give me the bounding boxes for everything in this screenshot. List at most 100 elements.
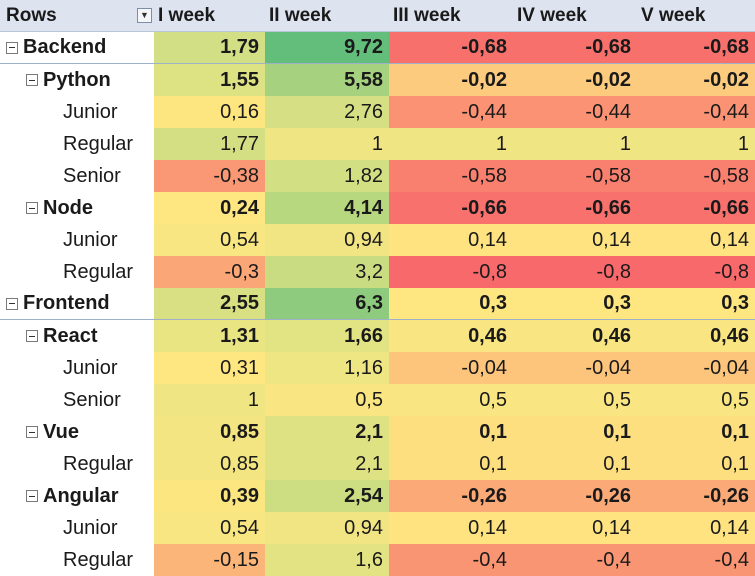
value-cell[interactable]: -0,04 [513,352,637,384]
value-cell[interactable]: 2,55 [154,288,265,319]
row-label-cell[interactable]: Junior [0,96,154,128]
value-cell[interactable]: 3,2 [265,256,389,288]
value-cell[interactable]: 1,55 [154,64,265,96]
value-cell[interactable]: 0,39 [154,480,265,512]
collapse-minus-icon[interactable] [6,41,18,54]
value-cell[interactable]: -0,26 [637,480,755,512]
collapse-minus-icon[interactable] [6,297,18,310]
value-cell[interactable]: 0,1 [513,416,637,448]
dropdown-arrow-icon[interactable]: ▼ [137,8,152,23]
value-cell[interactable]: 0,14 [513,224,637,256]
value-cell[interactable]: 0,14 [637,224,755,256]
column-header-week-2[interactable]: II week [269,4,332,26]
value-cell[interactable]: -0,68 [637,32,755,63]
value-cell[interactable]: 0,14 [513,512,637,544]
value-cell[interactable]: -0,02 [637,64,755,96]
value-cell[interactable]: 0,1 [389,416,513,448]
value-cell[interactable]: 1 [513,128,637,160]
value-cell[interactable]: 1,6 [265,544,389,576]
row-label-cell[interactable]: Vue [0,416,154,448]
row-label-cell[interactable]: Junior [0,512,154,544]
value-cell[interactable]: -0,8 [389,256,513,288]
column-header-week-4[interactable]: IV week [517,4,587,26]
value-cell[interactable]: 1,66 [265,320,389,352]
row-label-cell[interactable]: Senior [0,384,154,416]
value-cell[interactable]: 0,31 [154,352,265,384]
value-cell[interactable]: -0,26 [513,480,637,512]
column-header-week-1[interactable]: I week [158,4,216,26]
value-cell[interactable]: -0,38 [154,160,265,192]
value-cell[interactable]: 5,58 [265,64,389,96]
value-cell[interactable]: 0,85 [154,416,265,448]
value-cell[interactable]: 1 [154,384,265,416]
value-cell[interactable]: -0,68 [389,32,513,63]
row-label-cell[interactable]: Regular [0,448,154,480]
row-label-cell[interactable]: Python [0,64,154,96]
value-cell[interactable]: 1,82 [265,160,389,192]
row-label-cell[interactable]: Angular [0,480,154,512]
value-cell[interactable]: -0,4 [513,544,637,576]
value-cell[interactable]: 0,5 [637,384,755,416]
value-cell[interactable]: -0,8 [513,256,637,288]
value-cell[interactable]: 0,5 [265,384,389,416]
value-cell[interactable]: 0,5 [513,384,637,416]
value-cell[interactable]: 6,3 [265,288,389,319]
value-cell[interactable]: 2,76 [265,96,389,128]
value-cell[interactable]: 1,31 [154,320,265,352]
value-cell[interactable]: -0,8 [637,256,755,288]
value-cell[interactable]: 0,3 [513,288,637,319]
value-cell[interactable]: 0,85 [154,448,265,480]
value-cell[interactable]: 0,1 [637,416,755,448]
value-cell[interactable]: 0,14 [389,224,513,256]
value-cell[interactable]: 1 [265,128,389,160]
value-cell[interactable]: 0,14 [389,512,513,544]
value-cell[interactable]: -0,3 [154,256,265,288]
value-cell[interactable]: 9,72 [265,32,389,63]
value-cell[interactable]: 1,77 [154,128,265,160]
value-cell[interactable]: -0,44 [389,96,513,128]
value-cell[interactable]: -0,66 [637,192,755,224]
value-cell[interactable]: 2,54 [265,480,389,512]
collapse-minus-icon[interactable] [26,74,38,86]
value-cell[interactable]: 0,14 [637,512,755,544]
value-cell[interactable]: 0,1 [513,448,637,480]
value-cell[interactable]: 0,54 [154,512,265,544]
value-cell[interactable]: -0,02 [389,64,513,96]
value-cell[interactable]: 0,1 [389,448,513,480]
collapse-minus-icon[interactable] [26,330,38,342]
row-label-cell[interactable]: Regular [0,256,154,288]
value-cell[interactable]: 0,54 [154,224,265,256]
value-cell[interactable]: -0,66 [389,192,513,224]
value-cell[interactable]: 1 [389,128,513,160]
collapse-minus-icon[interactable] [26,490,38,502]
row-label-cell[interactable]: Frontend [0,288,154,319]
value-cell[interactable]: 0,46 [637,320,755,352]
row-label-cell[interactable]: React [0,320,154,352]
value-cell[interactable]: -0,15 [154,544,265,576]
collapse-minus-icon[interactable] [26,202,38,214]
value-cell[interactable]: -0,4 [637,544,755,576]
value-cell[interactable]: 1 [637,128,755,160]
row-label-cell[interactable]: Regular [0,128,154,160]
value-cell[interactable]: 0,16 [154,96,265,128]
row-label-cell[interactable]: Regular [0,544,154,576]
value-cell[interactable]: 0,94 [265,512,389,544]
value-cell[interactable]: 4,14 [265,192,389,224]
row-label-cell[interactable]: Node [0,192,154,224]
column-header-week-5[interactable]: V week [641,4,706,26]
value-cell[interactable]: -0,4 [389,544,513,576]
row-label-cell[interactable]: Junior [0,224,154,256]
value-cell[interactable]: 0,3 [637,288,755,319]
value-cell[interactable]: -0,02 [513,64,637,96]
value-cell[interactable]: -0,58 [513,160,637,192]
value-cell[interactable]: -0,68 [513,32,637,63]
value-cell[interactable]: 0,3 [389,288,513,319]
value-cell[interactable]: 0,46 [513,320,637,352]
value-cell[interactable]: 0,5 [389,384,513,416]
row-label-cell[interactable]: Senior [0,160,154,192]
value-cell[interactable]: -0,66 [513,192,637,224]
value-cell[interactable]: 0,94 [265,224,389,256]
column-header-week-3[interactable]: III week [393,4,461,26]
value-cell[interactable]: -0,26 [389,480,513,512]
value-cell[interactable]: -0,04 [389,352,513,384]
